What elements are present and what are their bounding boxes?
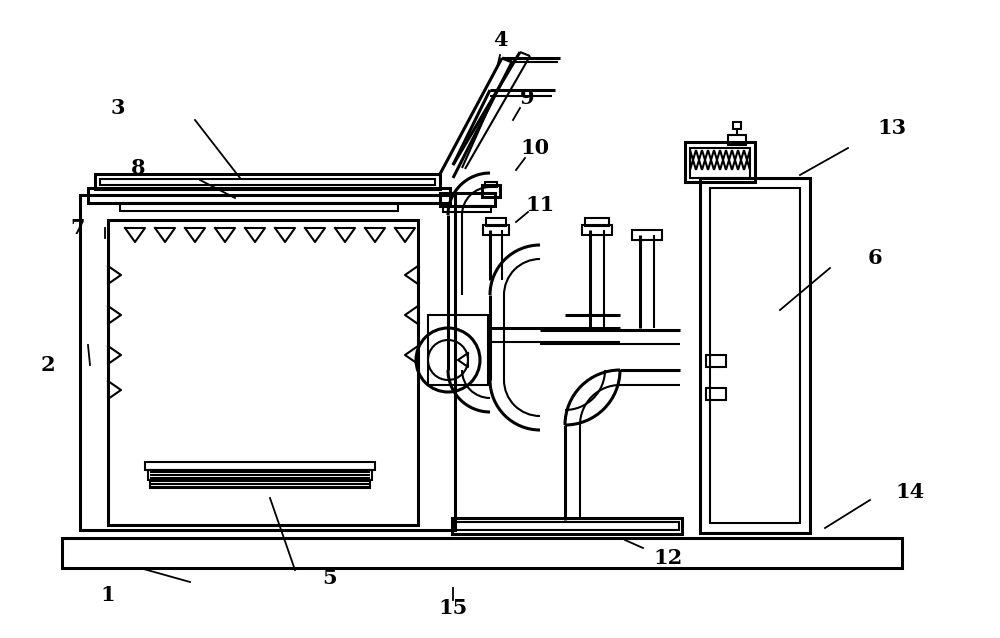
Bar: [150, 480, 370, 488]
Text: 9: 9: [520, 88, 534, 108]
Bar: [700, 178, 810, 533]
Bar: [95, 174, 440, 189]
Bar: [452, 518, 682, 534]
Text: 10: 10: [520, 138, 550, 158]
Text: 7: 7: [71, 218, 85, 238]
Bar: [88, 188, 450, 203]
Text: 1: 1: [101, 585, 115, 605]
Bar: [585, 218, 609, 226]
Text: 12: 12: [653, 548, 683, 568]
Bar: [690, 148, 750, 178]
Text: 4: 4: [493, 30, 507, 50]
Bar: [706, 355, 726, 367]
Text: 6: 6: [868, 248, 882, 268]
Bar: [685, 142, 755, 182]
Bar: [120, 203, 398, 211]
Text: 3: 3: [111, 98, 125, 118]
Text: 8: 8: [131, 158, 145, 178]
Bar: [80, 195, 455, 530]
Bar: [485, 182, 497, 187]
Text: 5: 5: [323, 568, 337, 588]
Text: 15: 15: [438, 598, 468, 618]
Bar: [632, 230, 662, 240]
Text: 13: 13: [877, 118, 907, 138]
Bar: [706, 388, 726, 400]
Bar: [440, 193, 495, 206]
Bar: [710, 188, 800, 523]
Bar: [728, 135, 746, 145]
Bar: [486, 218, 506, 226]
Bar: [145, 462, 375, 470]
Bar: [733, 122, 741, 129]
Bar: [428, 315, 488, 385]
Text: 14: 14: [895, 482, 925, 502]
Bar: [482, 185, 500, 197]
Bar: [62, 538, 902, 568]
Text: 2: 2: [41, 355, 55, 375]
Bar: [582, 225, 612, 235]
Bar: [455, 522, 679, 530]
Bar: [483, 225, 509, 235]
Bar: [108, 220, 418, 525]
Text: 11: 11: [525, 195, 555, 215]
Bar: [100, 179, 435, 185]
Bar: [148, 470, 372, 480]
Bar: [443, 206, 491, 212]
